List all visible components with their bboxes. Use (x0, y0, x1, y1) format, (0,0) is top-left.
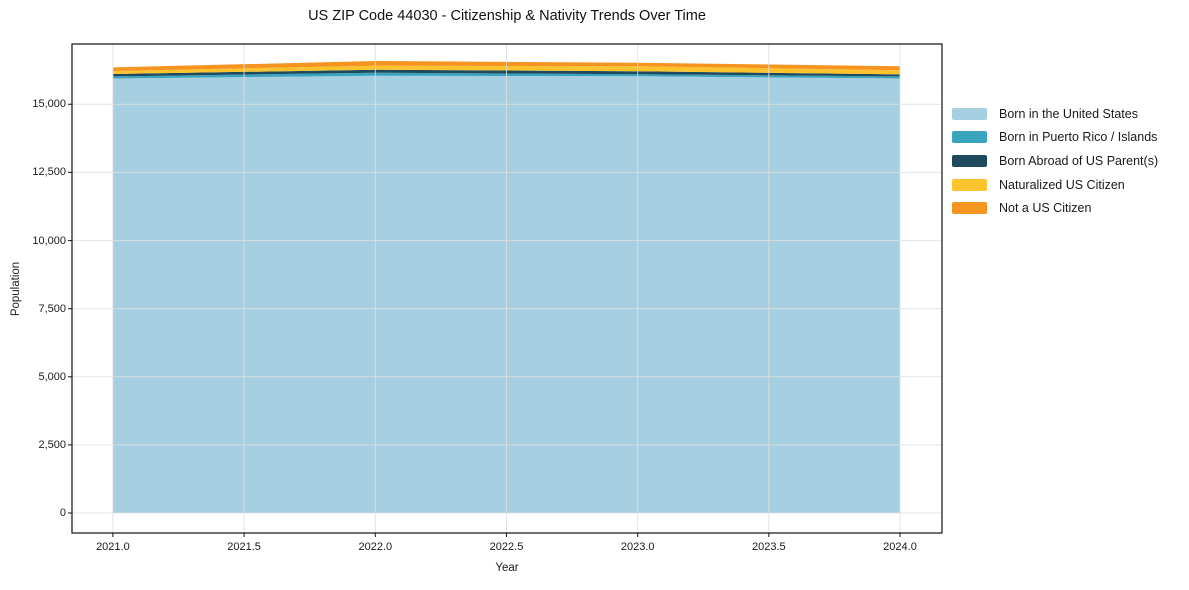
x-tick-label: 2023.0 (620, 541, 655, 553)
legend-item-naturalized-us-citizen: Naturalized US Citizen (952, 173, 1158, 197)
legend-label: Naturalized US Citizen (999, 177, 1125, 192)
y-tick-label: 5,000 (38, 370, 66, 383)
legend-item-not-a-us-citizen: Not a US Citizen (952, 196, 1158, 220)
legend-item-born-in-puerto-rico-islands: Born in Puerto Rico / Islands (952, 126, 1158, 150)
y-tick-label: 15,000 (32, 98, 66, 111)
legend-swatch-icon (952, 178, 987, 191)
y-tick-label: 7,500 (38, 302, 66, 315)
legend: Born in the United States Born in Puerto … (952, 102, 1158, 220)
y-tick-label: 2,500 (38, 438, 66, 451)
legend-label: Born Abroad of US Parent(s) (999, 153, 1159, 168)
x-tick-label: 2023.5 (751, 541, 786, 553)
legend-item-born-abroad-of-us-parent-s: Born Abroad of US Parent(s) (952, 149, 1158, 173)
legend-label: Born in the United States (999, 106, 1138, 121)
x-tick-label: 2024.0 (883, 541, 917, 553)
legend-item-born-in-the-united-states: Born in the United States (952, 102, 1158, 126)
y-axis-label: Population (10, 261, 22, 317)
legend-swatch-icon (952, 131, 987, 144)
legend-label: Born in Puerto Rico / Islands (999, 130, 1158, 145)
chart-title: US ZIP Code 44030 - Citizenship & Nativi… (308, 8, 706, 24)
x-tick-label: 2022.5 (489, 541, 524, 553)
x-axis-label: Year (495, 562, 519, 574)
x-tick-label: 2021.5 (227, 541, 261, 553)
legend-swatch-icon (952, 107, 987, 120)
legend-swatch-icon (952, 154, 987, 167)
x-tick-label: 2022.0 (358, 541, 393, 553)
legend-label: Not a US Citizen (999, 201, 1092, 216)
legend-swatch-icon (952, 202, 987, 215)
y-tick-label: 10,000 (32, 234, 66, 247)
y-tick-label: 0 (59, 507, 66, 519)
x-tick-label: 2021.0 (96, 541, 130, 553)
area-series-not-a-us-citizen (112, 61, 900, 71)
y-tick-label: 12,500 (32, 166, 66, 179)
